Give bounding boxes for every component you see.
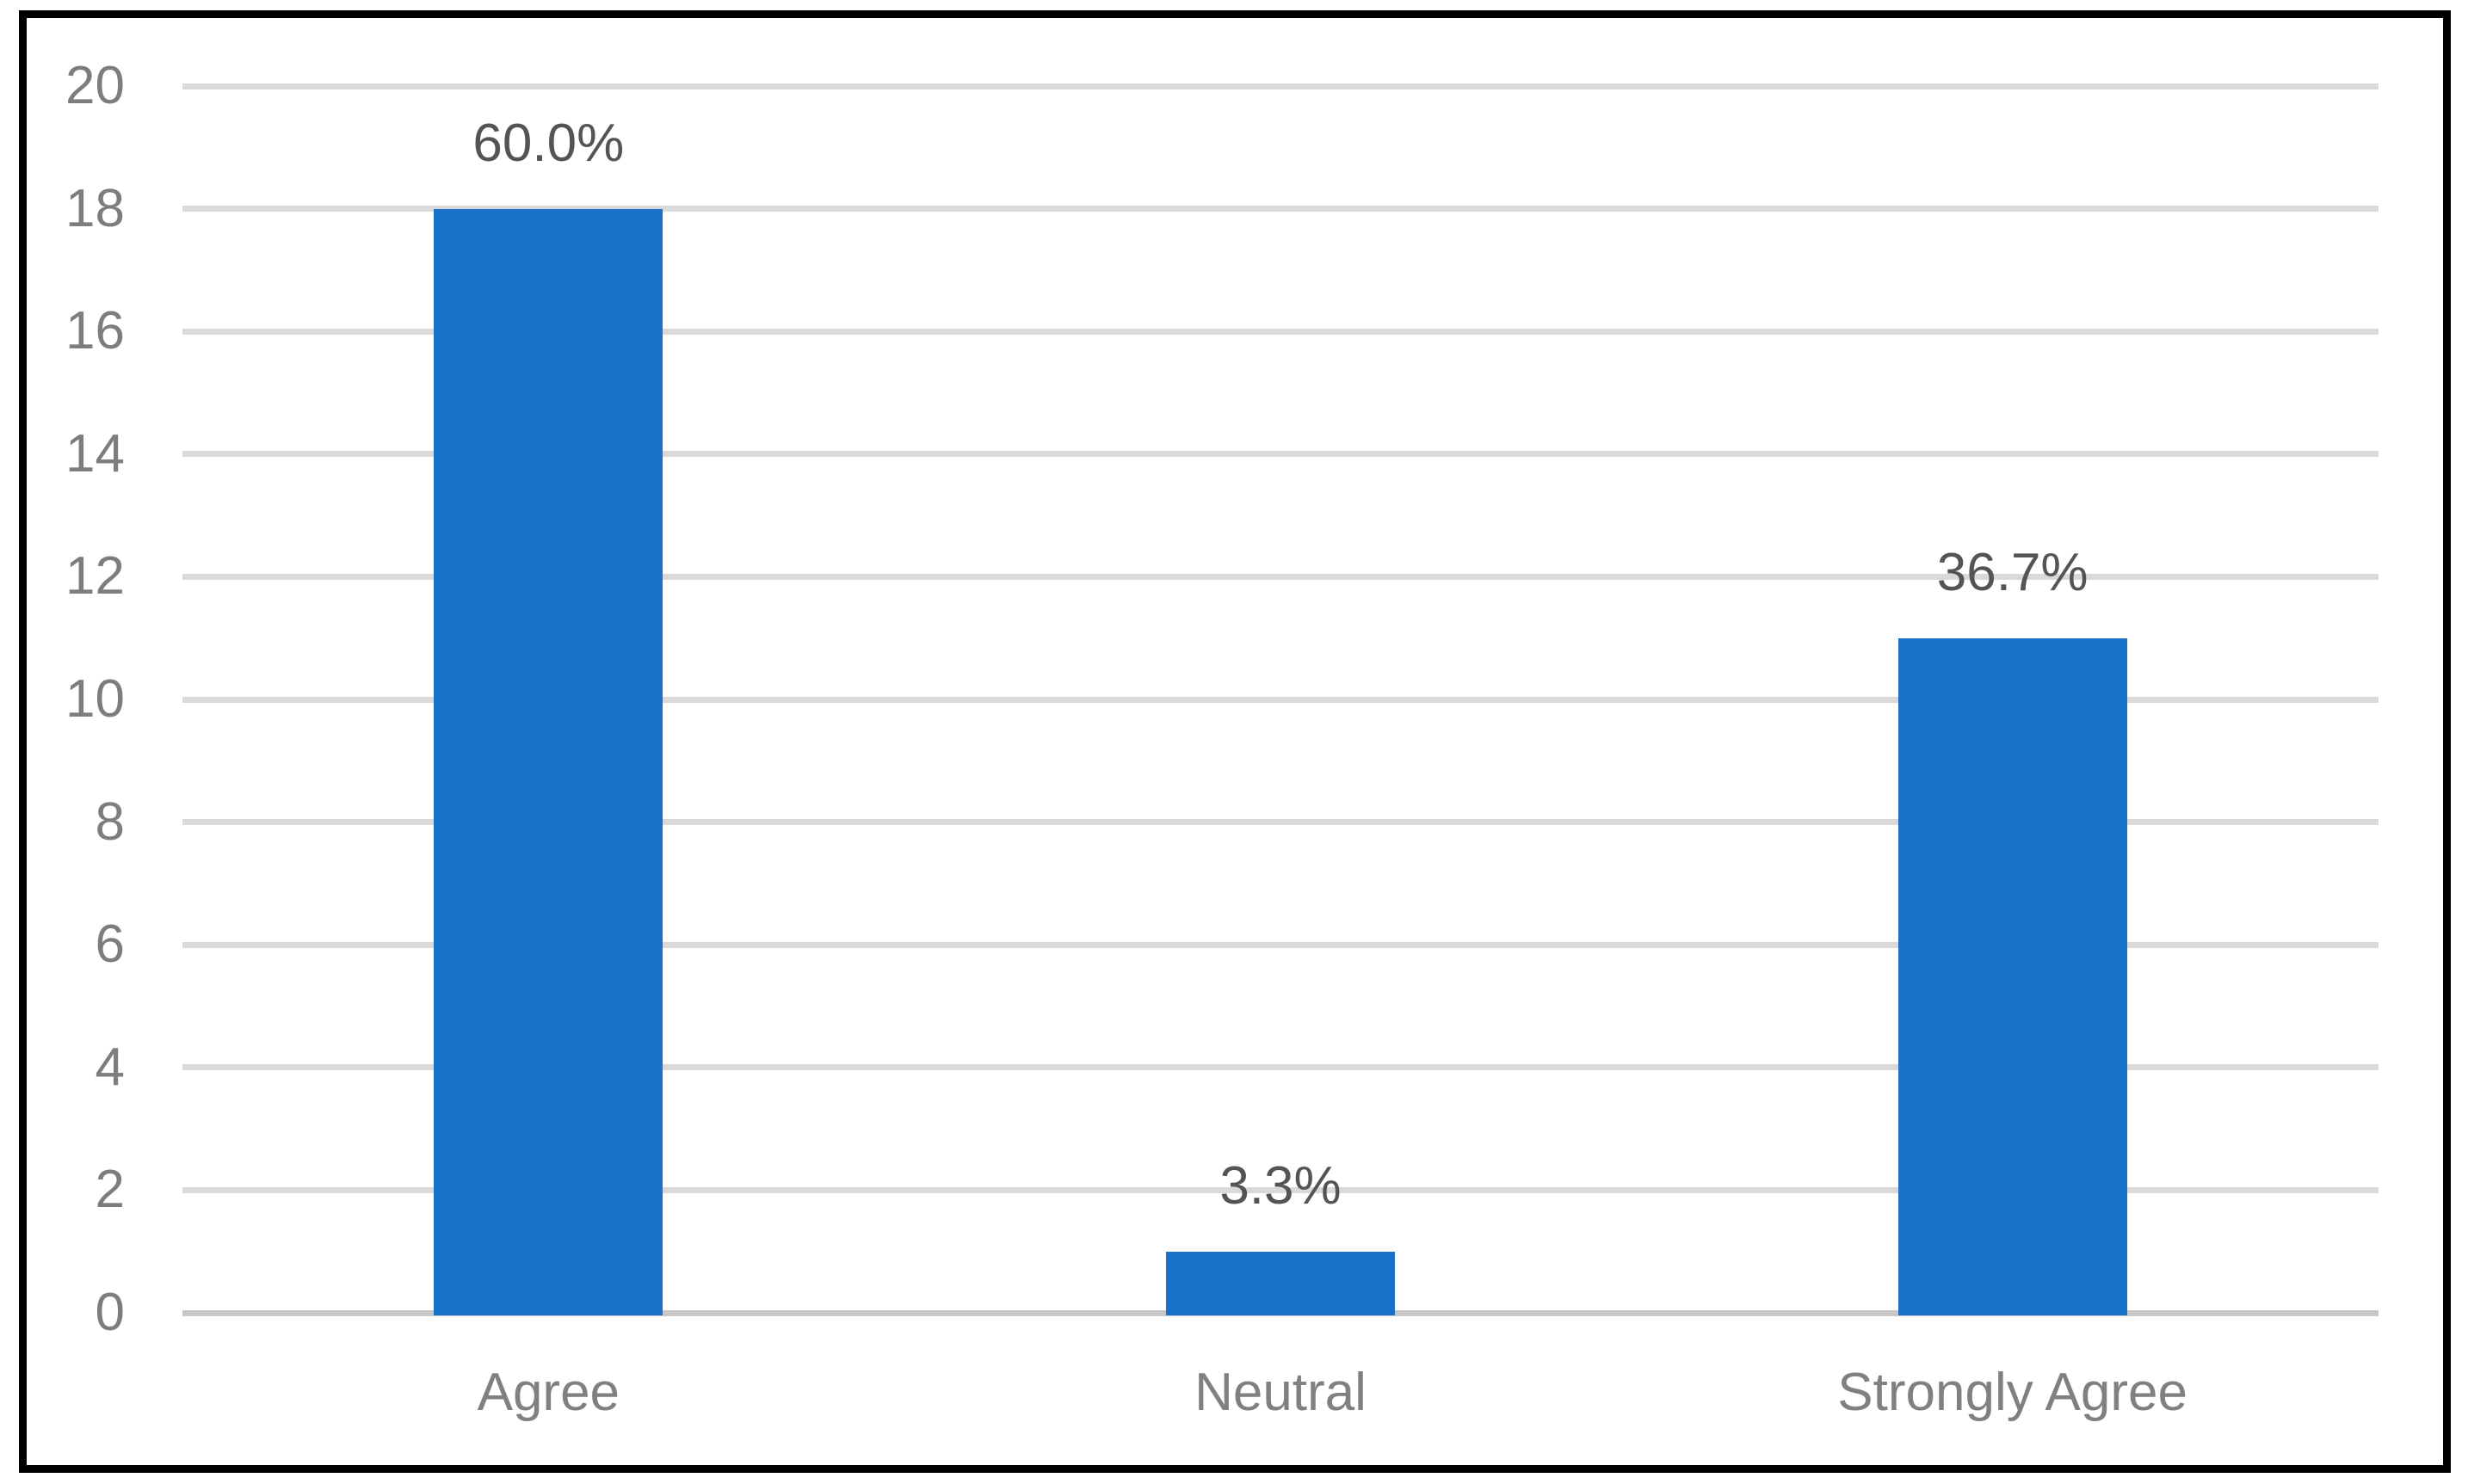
gridline [182,819,2379,826]
gridline [182,83,2379,89]
x-axis-category-label-strongly-agree: Strongly Agree [1837,1363,2187,1422]
y-axis-tick-label: 6 [95,914,125,975]
bar-agree [434,208,663,1315]
gridline [182,451,2379,458]
y-axis-tick-label: 18 [65,178,125,238]
gridline [182,941,2379,948]
bar-neutral [1166,1251,1395,1315]
gridline [182,696,2379,703]
x-axis-category-label-agree: Agree [477,1363,620,1422]
plot-area: 60.0% 3.3% 36.7% [182,83,2379,1316]
y-axis-tick-label: 20 [65,56,125,115]
y-axis-tick-label: 4 [95,1037,125,1097]
gridline [182,1186,2379,1193]
y-axis-tick-label: 0 [95,1283,125,1342]
gridline [182,573,2379,580]
y-axis-tick-label: 2 [95,1160,125,1220]
chart-frame [19,10,2451,1473]
data-label-strongly-agree: 36.7% [1936,542,2089,602]
y-axis-tick-label: 8 [95,791,125,852]
y-axis-tick-label: 12 [65,546,125,607]
gridline [182,206,2379,212]
gridline [182,1064,2379,1071]
data-label-agree: 60.0% [472,113,625,173]
gridline [182,328,2379,335]
x-axis-category-label-neutral: Neutral [1194,1363,1367,1422]
y-axis-tick-label: 14 [65,423,125,483]
y-axis-tick-label: 10 [65,669,125,729]
y-axis-tick-label: 16 [65,301,125,361]
data-label-neutral: 3.3% [1219,1155,1342,1216]
bar-strongly-agree [1897,637,2127,1315]
